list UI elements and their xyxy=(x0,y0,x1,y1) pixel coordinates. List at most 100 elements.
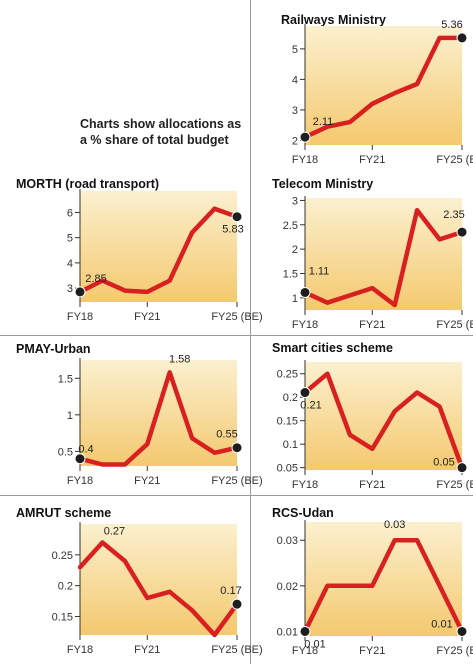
series-line xyxy=(77,206,240,295)
data-label-peak: 0.27 xyxy=(104,526,125,538)
x-tick-label: FY21 xyxy=(359,154,385,166)
y-tick-label: 0.03 xyxy=(277,535,298,547)
data-label-first: 0.01 xyxy=(304,638,325,650)
chart-title-rcs-udan: RCS-Udan xyxy=(272,506,334,520)
series-line xyxy=(302,35,465,140)
y-tick-label: 2 xyxy=(292,135,298,147)
x-tick-label: FY25 (BE) xyxy=(211,644,262,656)
y-tick-label: 0.2 xyxy=(58,581,73,593)
x-tick-label: FY25 (BE) xyxy=(211,475,262,487)
x-tick-label: FY21 xyxy=(359,479,385,491)
data-label-peak: 1.58 xyxy=(169,353,190,365)
data-point-last xyxy=(456,226,468,238)
y-tick-label: 5 xyxy=(67,233,73,245)
data-label-last: 5.36 xyxy=(441,19,462,31)
data-point-first xyxy=(299,131,311,143)
x-tick-label: FY18 xyxy=(292,319,318,331)
y-tick-label: 0.01 xyxy=(277,626,298,638)
data-label-last: 2.35 xyxy=(443,209,464,221)
y-tick-label: 0.25 xyxy=(52,550,73,562)
y-tick-label: 5 xyxy=(292,44,298,56)
data-label-peak: 0.03 xyxy=(384,519,405,531)
data-point-first xyxy=(299,387,311,399)
chart-telecom: 1 1.5 2 2.5 3 FY18 FY21 FY25 (BE) 1.11 2.35 xyxy=(283,195,473,331)
y-tick-label: 4 xyxy=(292,74,298,86)
data-label-last: 5.83 xyxy=(222,224,243,236)
data-label-last: 0.55 xyxy=(216,429,237,441)
series-line xyxy=(77,540,240,638)
y-tick-label: 1.5 xyxy=(58,373,73,385)
y-tick-label: 0.15 xyxy=(277,416,298,428)
x-tick-label: FY18 xyxy=(67,475,93,487)
series-line xyxy=(302,207,465,308)
x-tick-label: FY18 xyxy=(292,479,318,491)
y-tick-label: 0.5 xyxy=(58,446,73,458)
divider-row-2 xyxy=(0,495,473,496)
x-tick-label: FY25 (BE) xyxy=(436,319,473,331)
chart-smart-cities: 0.05 0.1 0.15 0.2 0.25 FY18 FY21 FY25 (BE) 0.21 0… xyxy=(277,360,473,491)
data-point-first xyxy=(299,625,311,637)
chart-title-amrut: AMRUT scheme xyxy=(16,506,112,520)
chart-title-telecom: Telecom Ministry xyxy=(272,177,374,191)
y-tick-label: 0.2 xyxy=(283,392,298,404)
plot-area xyxy=(80,524,237,635)
x-tick-label: FY25 (BE) xyxy=(436,154,473,166)
data-point-last xyxy=(231,211,243,223)
chart-morth: 3 4 5 6 FY18 FY21 FY25 (BE) 2.85 5.83 xyxy=(67,189,263,323)
y-tick-label: 0.02 xyxy=(277,581,298,593)
series-line xyxy=(302,537,465,634)
data-point-last xyxy=(456,625,468,637)
y-tick-label: 6 xyxy=(67,207,73,219)
data-label-last: 0.05 xyxy=(433,457,454,469)
x-tick-label: FY21 xyxy=(359,645,385,657)
y-tick-label: 3 xyxy=(292,105,298,117)
vertical-divider xyxy=(250,0,251,664)
x-tick-label: FY21 xyxy=(134,475,160,487)
y-tick-label: 3 xyxy=(292,195,298,207)
x-tick-label: FY21 xyxy=(134,644,160,656)
data-point-last xyxy=(231,442,243,454)
data-label-first: 0.4 xyxy=(78,444,93,456)
y-tick-label: 0.15 xyxy=(52,612,73,624)
y-tick-label: 0.1 xyxy=(283,439,298,451)
y-tick-label: 1 xyxy=(67,410,73,422)
x-tick-label: FY21 xyxy=(359,319,385,331)
x-tick-label: FY21 xyxy=(134,311,160,323)
data-label-first: 2.11 xyxy=(313,116,334,128)
data-point-last xyxy=(231,598,243,610)
y-tick-label: 1 xyxy=(292,293,298,305)
x-tick-label: FY25 (BE) xyxy=(211,311,262,323)
divider-row-1 xyxy=(0,335,473,336)
plot-area xyxy=(305,198,462,310)
series-line xyxy=(77,370,240,467)
data-point-last xyxy=(456,32,468,44)
intro-text: Charts show allocations as a % share of … xyxy=(80,117,242,147)
chart-railways: 2 3 4 5 FY18 FY21 FY25 (BE) 2.11 5.36 xyxy=(292,19,473,166)
data-point-first xyxy=(299,286,311,298)
data-label-first: 0.21 xyxy=(300,400,321,412)
x-tick-label: FY25 (BE) xyxy=(436,645,473,657)
data-point-last xyxy=(456,462,468,474)
y-tick-label: 4 xyxy=(67,258,73,270)
series-line xyxy=(302,371,465,470)
chart-pmay-urban: 0.5 1 1.5 FY18 FY21 FY25 (BE) 0.4 1.58 0.55 xyxy=(58,353,263,487)
y-tick-label: 1.5 xyxy=(283,268,298,280)
chart-rcs-udan: 0.01 0.02 0.03 FY18 FY21 FY25 (BE) 0.01 0.03 0.0… xyxy=(277,519,473,657)
y-tick-label: 0.05 xyxy=(277,463,298,475)
data-label-last: 0.01 xyxy=(431,618,452,630)
x-tick-label: FY25 (BE) xyxy=(436,479,473,491)
x-tick-label: FY18 xyxy=(292,645,318,657)
y-tick-label: 3 xyxy=(67,283,73,295)
chart-amrut: 0.15 0.2 0.25 FY18 FY21 FY25 (BE) 0.27 0.17 xyxy=(52,522,263,656)
chart-title-morth: MORTH (road transport) xyxy=(16,177,160,191)
data-label-last: 0.17 xyxy=(220,585,241,597)
chart-title-smart-cities: Smart cities scheme xyxy=(272,341,393,355)
data-point-first xyxy=(74,453,86,465)
y-tick-label: 2 xyxy=(292,244,298,256)
y-tick-label: 0.25 xyxy=(277,369,298,381)
x-tick-label: FY18 xyxy=(292,154,318,166)
x-tick-label: FY18 xyxy=(67,311,93,323)
data-point-first xyxy=(74,286,86,298)
